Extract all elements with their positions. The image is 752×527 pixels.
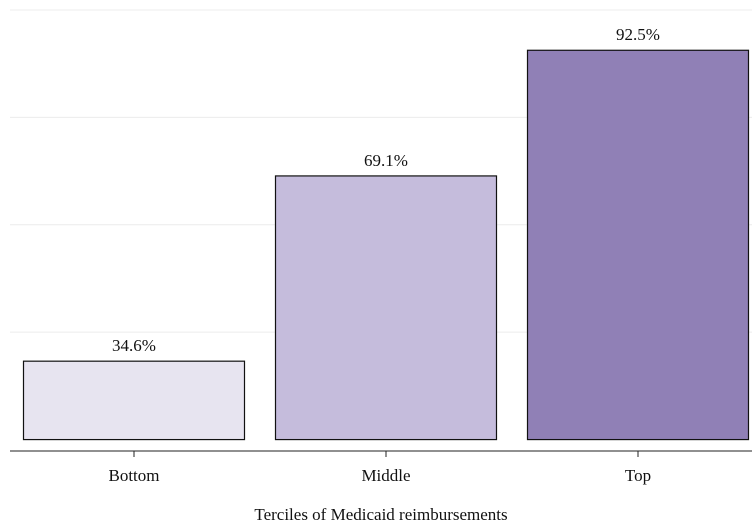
x-tick-label: Top bbox=[625, 466, 651, 485]
bar bbox=[274, 175, 498, 441]
bar bbox=[22, 360, 246, 441]
bar bbox=[526, 49, 750, 441]
x-axis-title: Terciles of Medicaid reimbursements bbox=[254, 505, 507, 524]
value-label: 92.5% bbox=[616, 25, 660, 44]
value-label: 69.1% bbox=[364, 151, 408, 170]
x-tick-label: Middle bbox=[361, 466, 410, 485]
value-label: 34.6% bbox=[112, 336, 156, 355]
x-tick-label: Bottom bbox=[108, 466, 159, 485]
